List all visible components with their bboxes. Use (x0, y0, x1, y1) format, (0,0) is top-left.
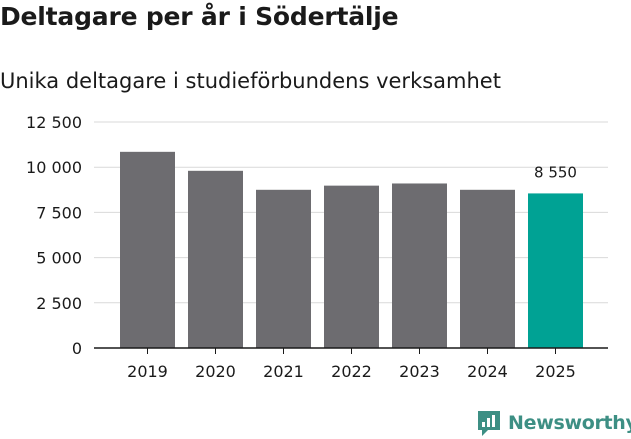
bar-2024 (460, 189, 515, 348)
x-axis-tick-labels: 2019 2020 2021 2022 2023 2024 2025 (127, 348, 576, 381)
y-tick-label: 7 500 (36, 203, 82, 222)
x-tick-label: 2019 (127, 362, 168, 381)
y-tick-label: 0 (72, 339, 82, 358)
newsworthy-logo: Newsworthy (476, 408, 631, 438)
bar-2019 (120, 151, 175, 348)
bars (120, 151, 583, 348)
chart-title: Deltagare per år i Södertälje (0, 2, 399, 31)
x-tick-label: 2025 (535, 362, 576, 381)
x-tick-label: 2024 (467, 362, 508, 381)
y-tick-label: 10 000 (26, 158, 82, 177)
data-labels: 8 550 (534, 163, 577, 181)
x-tick-label: 2023 (399, 362, 440, 381)
bar-2023 (392, 183, 447, 348)
logo-text: Newsworthy (508, 412, 631, 434)
chart-subtitle: Unika deltagare i studieförbundens verks… (0, 69, 501, 93)
data-label: 8 550 (534, 163, 577, 181)
x-tick-label: 2021 (263, 362, 304, 381)
x-tick-label: 2020 (195, 362, 236, 381)
y-tick-label: 5 000 (36, 249, 82, 268)
bar-2025 (528, 193, 583, 348)
x-tick-label: 2022 (331, 362, 372, 381)
bar-2020 (188, 170, 243, 348)
bar-2021 (256, 189, 311, 348)
y-tick-label: 12 500 (26, 113, 82, 132)
y-tick-label: 2 500 (36, 294, 82, 313)
newsworthy-chart-icon (478, 411, 500, 436)
bar-chart: 0 2 500 5 000 7 500 10 000 12 500 2019 2020 202… (26, 113, 608, 381)
y-axis-tick-labels: 0 2 500 5 000 7 500 10 000 12 500 (26, 113, 82, 358)
bar-2022 (324, 185, 379, 348)
